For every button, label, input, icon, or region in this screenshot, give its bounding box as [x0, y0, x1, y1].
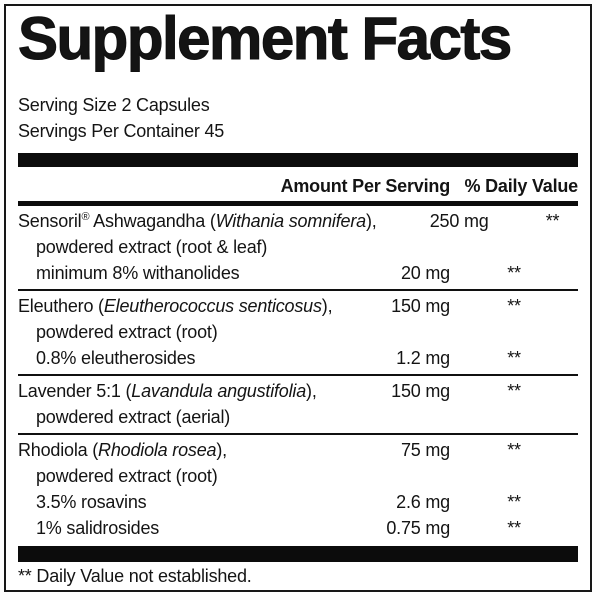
ingredient-daily-value: ** — [507, 347, 521, 368]
ingredient-amount — [338, 319, 450, 345]
ingredient-daily-value — [450, 463, 578, 489]
ingredient-name: powdered extract (root & leaf) — [36, 236, 268, 257]
ingredient-name: 1% salidrosides — [36, 517, 160, 538]
ingredient-daily-value — [450, 404, 578, 430]
thick-separator-bottom — [18, 545, 578, 562]
column-header-amount-per-serving: Amount Per Serving — [280, 176, 451, 196]
ingredient-name: 0.8% eleutherosides — [36, 347, 196, 368]
footnote: ** Daily Value not established. — [18, 565, 252, 586]
ingredient-daily-value — [450, 319, 578, 345]
ingredient-name: Eleuthero (Eleutherococcus senticosus), — [18, 295, 333, 316]
ingredient-daily-value: ** — [507, 517, 521, 538]
ingredient-latin-name: Lavandula angustifolia — [131, 380, 307, 401]
ingredient-group: Lavender 5:1 (Lavandula angustifolia), 15… — [18, 376, 578, 435]
table-row: 0.8% eleutherosides 1.2 mg ** — [18, 345, 578, 371]
table-row: Sensoril® Ashwagandha (Withania somnifer… — [18, 208, 578, 234]
ingredient-amount: 2.6 mg — [396, 491, 450, 512]
ingredient-amount: 150 mg — [391, 380, 450, 401]
ingredient-name: powdered extract (aerial) — [36, 406, 231, 427]
table-row: powdered extract (root) — [18, 319, 578, 345]
table-row: Rhodiola (Rhodiola rosea), 75 mg ** — [18, 437, 578, 463]
ingredient-name: Sensoril® Ashwagandha (Withania somnifer… — [18, 210, 377, 231]
ingredient-latin-name: Eleutherococcus senticosus — [103, 295, 322, 316]
ingredient-group: Sensoril® Ashwagandha (Withania somnifer… — [18, 206, 578, 291]
table-row: powdered extract (root) — [18, 463, 578, 489]
ingredient-daily-value: ** — [507, 380, 521, 401]
ingredient-amount: 150 mg — [391, 295, 450, 316]
ingredient-name: Rhodiola (Rhodiola rosea), — [18, 439, 227, 460]
ingredient-name: Lavender 5:1 (Lavandula angustifolia), — [18, 380, 317, 401]
ingredient-group: Rhodiola (Rhodiola rosea), 75 mg ** powdere… — [18, 435, 578, 544]
table-row: powdered extract (aerial) — [18, 404, 578, 430]
ingredient-amount: 0.75 mg — [386, 517, 450, 538]
column-header-daily-value: % Daily Value — [464, 176, 579, 196]
ingredient-amount — [338, 234, 450, 260]
ingredient-name: powdered extract (root) — [36, 465, 218, 486]
thick-separator-top — [18, 153, 578, 167]
ingredient-amount — [338, 404, 450, 430]
ingredient-daily-value: ** — [507, 491, 521, 512]
ingredient-table: Sensoril® Ashwagandha (Withania somnifer… — [18, 206, 578, 544]
table-row: 3.5% rosavins 2.6 mg ** — [18, 489, 578, 515]
table-row: minimum 8% withanolides 20 mg ** — [18, 260, 578, 286]
header-rule — [18, 201, 578, 206]
ingredient-daily-value: ** — [507, 262, 521, 283]
ingredient-name: powdered extract (root) — [36, 321, 218, 342]
ingredient-daily-value: ** — [545, 210, 560, 231]
ingredient-latin-name: Withania somnifera — [215, 210, 367, 231]
table-row: Eleuthero (Eleutherococcus senticosus), 1… — [18, 293, 578, 319]
ingredient-amount: 75 mg — [400, 439, 450, 460]
ingredient-amount — [338, 463, 450, 489]
ingredient-name: 3.5% rosavins — [36, 491, 147, 512]
ingredient-amount: 20 mg — [400, 262, 450, 283]
ingredient-amount: 1.2 mg — [396, 347, 450, 368]
ingredient-group: Eleuthero (Eleutherococcus senticosus), 1… — [18, 291, 578, 376]
ingredient-daily-value — [450, 234, 578, 260]
supplement-facts-label: Supplement Facts Serving Size 2 Capsules… — [4, 4, 592, 592]
table-row: 1% salidrosides 0.75 mg ** — [18, 515, 578, 541]
servings-per-container: Servings Per Container 45 — [18, 121, 225, 141]
serving-size: Serving Size 2 Capsules — [18, 95, 210, 115]
table-column-headers: Amount Per Serving % Daily Value — [18, 167, 579, 201]
ingredient-name: minimum 8% withanolides — [36, 262, 240, 283]
registered-trademark-symbol: ® — [81, 210, 90, 223]
table-row: Lavender 5:1 (Lavandula angustifolia), 15… — [18, 378, 578, 404]
page-title: Supplement Facts — [17, 5, 512, 72]
ingredient-daily-value: ** — [507, 295, 521, 316]
table-row: powdered extract (root & leaf) — [18, 234, 578, 260]
ingredient-latin-name: Rhodiola rosea — [98, 439, 217, 460]
serving-info: Serving Size 2 Capsules Servings Per Con… — [18, 92, 578, 144]
ingredient-amount: 250 mg — [429, 210, 489, 231]
ingredient-daily-value: ** — [507, 439, 521, 460]
